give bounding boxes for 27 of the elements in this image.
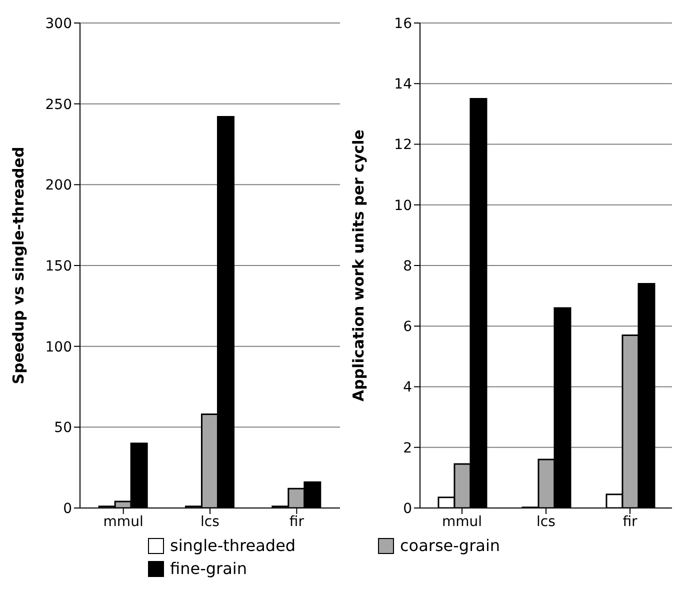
y-tick-label: 50 [54, 420, 72, 436]
x-tick-label: mmul [103, 514, 144, 530]
y-tick-label: 12 [394, 137, 412, 154]
y-tick-label: 14 [394, 76, 412, 93]
y-tick-label: 300 [45, 16, 72, 32]
y-tick-label: 0 [63, 500, 72, 517]
y-tick-label: 2 [403, 440, 412, 456]
y-tick-label: 0 [403, 500, 412, 517]
y-tick-label: 100 [45, 339, 72, 356]
y-tick-label: 250 [45, 96, 72, 113]
x-tick-label: fir [622, 514, 638, 530]
y-tick-label: 4 [403, 380, 412, 396]
y-tick-label: 8 [403, 258, 412, 274]
y-tick-label: 200 [45, 178, 72, 194]
legend-label: coarse-grain [400, 536, 500, 555]
legend-label: single-threaded [170, 536, 296, 555]
x-tick-label: lcs [536, 514, 556, 530]
x-tick-label: lcs [200, 514, 220, 530]
y-tick-label: 10 [394, 198, 412, 214]
x-tick-label: mmul [442, 514, 482, 530]
y-tick-label: 150 [45, 258, 72, 274]
y-axis-title: Speedup vs single-threaded [9, 146, 28, 384]
y-tick-label: 16 [394, 16, 412, 32]
x-tick-label: fir [289, 514, 304, 530]
legend-label: fine-grain [170, 559, 247, 578]
y-axis-title: Application work units per cycle [349, 130, 368, 402]
y-tick-label: 6 [403, 319, 412, 336]
